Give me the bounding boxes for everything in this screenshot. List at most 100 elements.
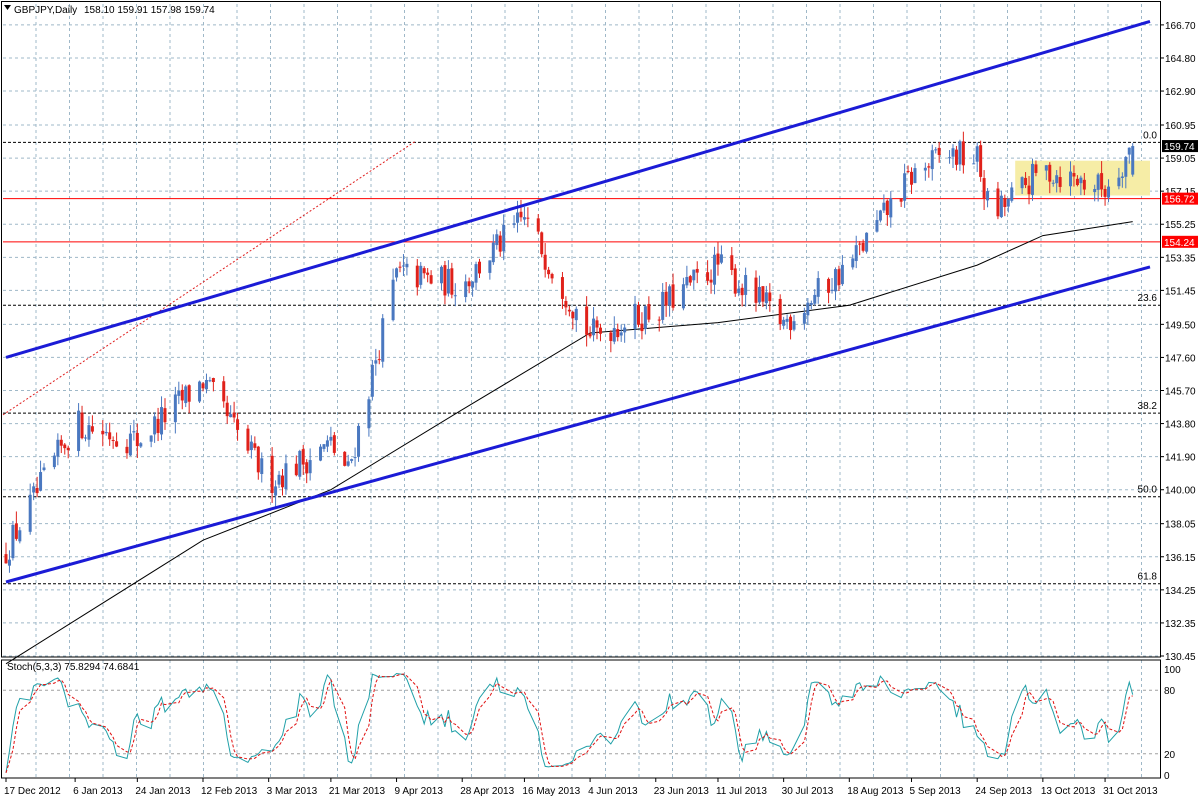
candle <box>277 470 281 489</box>
candle <box>357 423 361 462</box>
candle-body <box>1075 178 1079 186</box>
candle <box>681 277 685 311</box>
price-label: 151.45 <box>1165 286 1196 297</box>
candle <box>830 278 834 294</box>
candle <box>14 511 18 541</box>
candle-body <box>1006 198 1010 207</box>
candle-body <box>1127 147 1131 155</box>
candle <box>80 405 84 440</box>
candle-body <box>14 523 18 539</box>
candle <box>39 460 43 492</box>
stochastic-layer <box>3 672 1160 773</box>
candle <box>1058 166 1062 193</box>
candle <box>1082 173 1086 196</box>
candle-body <box>1096 174 1100 190</box>
candle <box>439 265 443 291</box>
candle <box>792 314 796 332</box>
candle-body <box>284 463 288 490</box>
stoch-main-line <box>5 672 1134 773</box>
candle <box>1093 184 1097 202</box>
candle-body <box>816 278 820 297</box>
candle <box>882 194 886 213</box>
stoch-axis-label: 0 <box>1164 771 1170 782</box>
candle-body <box>471 281 475 288</box>
candle-body <box>647 304 651 320</box>
candle <box>491 234 495 265</box>
candle-body <box>415 265 419 288</box>
candle <box>405 258 409 276</box>
candle-body <box>802 312 806 324</box>
candle-body <box>32 486 36 493</box>
candle-body <box>1024 177 1028 186</box>
candle-body <box>18 530 22 542</box>
candle-body <box>111 439 115 442</box>
candle <box>930 144 934 181</box>
candle-body <box>63 444 67 449</box>
candle <box>329 426 333 446</box>
resistance-upper-tag: 156.72 <box>1164 195 1195 206</box>
candle <box>132 419 136 441</box>
candle-body <box>719 254 723 263</box>
fib-trend-line <box>2 141 416 416</box>
candle <box>1124 155 1128 189</box>
candle <box>1069 161 1073 196</box>
price-label: 140.00 <box>1165 486 1196 497</box>
price-label: 130.45 <box>1165 652 1196 663</box>
candle-body <box>370 364 374 397</box>
candle <box>837 265 841 292</box>
candle-body <box>450 268 454 295</box>
candle <box>1048 162 1052 194</box>
candle-body <box>467 281 471 287</box>
candle-body <box>588 333 592 337</box>
candle <box>671 273 675 311</box>
stoch-signal-line <box>5 673 1133 773</box>
candle-body <box>139 443 143 447</box>
candle-body <box>464 281 468 298</box>
candle <box>160 396 164 441</box>
candle <box>1131 143 1135 177</box>
resistance-lower-tag: 154.24 <box>1164 238 1195 249</box>
candle-body <box>325 440 329 447</box>
candle-body <box>878 210 882 221</box>
candle-body <box>1020 177 1024 189</box>
candle <box>782 316 786 330</box>
menu-arrow-icon <box>4 5 11 10</box>
candle <box>854 235 858 269</box>
time-label: 24 Sep 2013 <box>975 786 1032 797</box>
candle <box>761 286 765 308</box>
ohlc-readout: 158.10 159.91 157.98 159.74 <box>84 5 215 16</box>
candle-body <box>1117 177 1121 187</box>
candle <box>125 439 129 459</box>
candle-body <box>830 289 834 291</box>
candle <box>42 463 46 472</box>
candle-body <box>598 327 602 334</box>
candle-body <box>837 269 841 286</box>
candles-layer <box>4 131 1135 573</box>
candle <box>1120 172 1124 188</box>
candle-body <box>249 441 253 451</box>
candle-body <box>298 450 302 477</box>
candle <box>695 261 699 284</box>
candle <box>861 239 865 253</box>
candle-body <box>253 443 257 448</box>
candle-body <box>429 275 433 284</box>
candle <box>730 247 734 276</box>
candle <box>90 415 94 434</box>
candle <box>211 377 215 392</box>
candle <box>999 190 1003 219</box>
candle-body <box>498 235 502 252</box>
candle <box>733 264 737 297</box>
candle <box>77 403 81 457</box>
candle <box>32 482 36 501</box>
candle-body <box>972 163 976 165</box>
time-label: 28 Apr 2013 <box>460 786 514 797</box>
candle <box>139 442 143 449</box>
candle <box>391 268 395 322</box>
candle <box>180 384 184 410</box>
candle <box>104 423 108 436</box>
candle-body <box>398 266 402 268</box>
moving-average-layer <box>5 221 1133 665</box>
time-label: 4 Jun 2013 <box>588 786 638 797</box>
